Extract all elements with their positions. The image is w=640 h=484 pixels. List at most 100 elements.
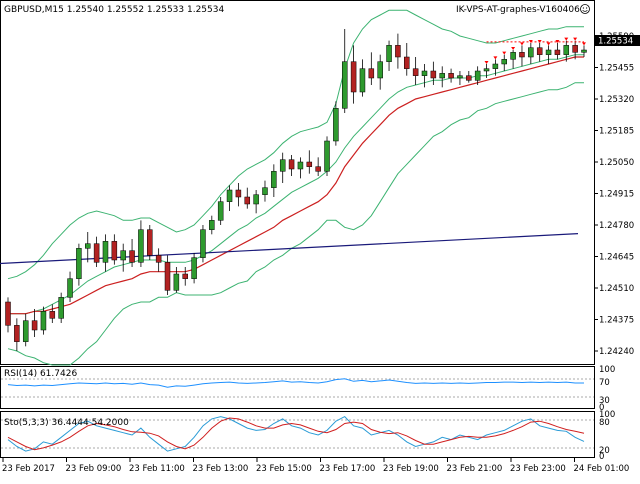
candle-body bbox=[85, 243, 91, 249]
candle bbox=[191, 253, 197, 284]
y-tick-label: 1.24510 bbox=[599, 284, 634, 294]
y-tick-label: 1.24780 bbox=[599, 221, 634, 231]
candle-body bbox=[138, 229, 144, 263]
candle bbox=[297, 157, 304, 179]
candle bbox=[333, 101, 339, 146]
candlestick-series bbox=[5, 29, 587, 351]
stochastic-signal-line bbox=[7, 417, 585, 451]
candle-body bbox=[404, 56, 410, 69]
candle-body bbox=[466, 75, 472, 81]
y-tick-label: 1.24240 bbox=[599, 347, 634, 357]
candle bbox=[5, 297, 11, 333]
candle-body bbox=[111, 241, 118, 261]
symbol-header: GBPUSD,M15 1.25540 1.25552 1.25533 1.255… bbox=[4, 5, 224, 15]
candle bbox=[421, 64, 428, 88]
x-tick-label: 23 Feb 13:00 bbox=[193, 464, 249, 474]
candle-body bbox=[324, 140, 330, 172]
main-price-panel[interactable] bbox=[0, 0, 595, 365]
candle bbox=[466, 71, 472, 83]
y-tick-label: 1.25050 bbox=[599, 158, 634, 168]
current-price-tag: 1.25534 bbox=[595, 35, 640, 47]
x-tick-label: 23 Feb 15:00 bbox=[256, 464, 312, 474]
candle bbox=[457, 71, 463, 85]
candle bbox=[31, 309, 38, 337]
candle-body bbox=[563, 45, 570, 55]
x-tick-label: 23 Feb 2017 bbox=[2, 464, 55, 474]
candle bbox=[173, 267, 180, 293]
x-tick-label: 23 Feb 19:00 bbox=[383, 464, 439, 474]
y-tick-label: 1.24915 bbox=[599, 190, 634, 200]
candle bbox=[474, 66, 481, 85]
candle bbox=[324, 136, 330, 176]
candle bbox=[430, 61, 437, 85]
candle-body bbox=[430, 70, 437, 79]
candle bbox=[253, 190, 259, 214]
candle bbox=[271, 164, 277, 197]
candle bbox=[217, 197, 224, 225]
rsi-line bbox=[7, 378, 584, 388]
candle-body bbox=[501, 59, 507, 65]
rsi-panel[interactable] bbox=[0, 366, 595, 409]
candle-body bbox=[448, 73, 454, 79]
stochastic-label: Sto(5,3,3) 36.4444 54.2000 bbox=[4, 418, 129, 428]
candle bbox=[572, 40, 578, 60]
candle-body bbox=[581, 49, 587, 53]
candle bbox=[40, 306, 47, 335]
candle bbox=[200, 225, 206, 263]
candle bbox=[368, 52, 375, 85]
candle bbox=[545, 45, 552, 64]
candle-body bbox=[421, 70, 428, 76]
candle bbox=[554, 43, 561, 60]
candle bbox=[377, 54, 383, 90]
signal-arrow bbox=[546, 42, 551, 46]
stochastic-main-line bbox=[7, 415, 585, 452]
sto-tick-label: 80 bbox=[599, 418, 610, 428]
candle-body bbox=[40, 311, 47, 331]
signal-arrow bbox=[502, 51, 507, 55]
candle-body bbox=[297, 161, 304, 170]
candle bbox=[483, 64, 490, 78]
ma-fast-line bbox=[8, 56, 584, 315]
candle bbox=[501, 54, 507, 71]
rsi-tick-label: 0 bbox=[599, 403, 604, 413]
candle bbox=[155, 248, 162, 272]
y-tick-label: 1.24645 bbox=[599, 253, 634, 263]
candle-body bbox=[217, 201, 224, 221]
candle-body bbox=[31, 320, 38, 331]
bollinger-middle-line bbox=[8, 54, 584, 315]
candle-body bbox=[474, 70, 481, 81]
candle bbox=[22, 313, 29, 347]
candle-body bbox=[572, 45, 578, 53]
candle-body bbox=[271, 171, 277, 188]
x-tick-label: 23 Feb 09:00 bbox=[66, 464, 122, 474]
candle-body bbox=[510, 52, 516, 60]
candle bbox=[386, 40, 392, 71]
signal-arrow bbox=[564, 37, 569, 41]
candle bbox=[492, 59, 499, 76]
candle-body bbox=[368, 68, 375, 79]
candle-body bbox=[209, 220, 215, 230]
candle-body bbox=[315, 166, 321, 172]
stochastic-panel[interactable] bbox=[0, 411, 595, 458]
candle-body bbox=[350, 61, 357, 93]
candle-body bbox=[519, 52, 525, 58]
candle bbox=[315, 157, 321, 176]
candle-body bbox=[164, 262, 171, 291]
candle bbox=[14, 318, 20, 351]
candle bbox=[235, 183, 242, 207]
candle bbox=[226, 185, 233, 211]
rsi-tick-label: 30 bbox=[599, 396, 610, 406]
candle-body bbox=[253, 194, 259, 205]
candle-body bbox=[395, 45, 401, 58]
candle bbox=[129, 239, 135, 267]
candle-body bbox=[386, 45, 392, 62]
candle-body bbox=[76, 248, 82, 279]
candle-body bbox=[244, 196, 251, 205]
candle bbox=[138, 220, 144, 267]
candle-body bbox=[200, 229, 206, 258]
candle-body bbox=[129, 250, 135, 263]
y-tick-label: 1.24375 bbox=[599, 316, 634, 326]
candle-body bbox=[457, 75, 463, 79]
